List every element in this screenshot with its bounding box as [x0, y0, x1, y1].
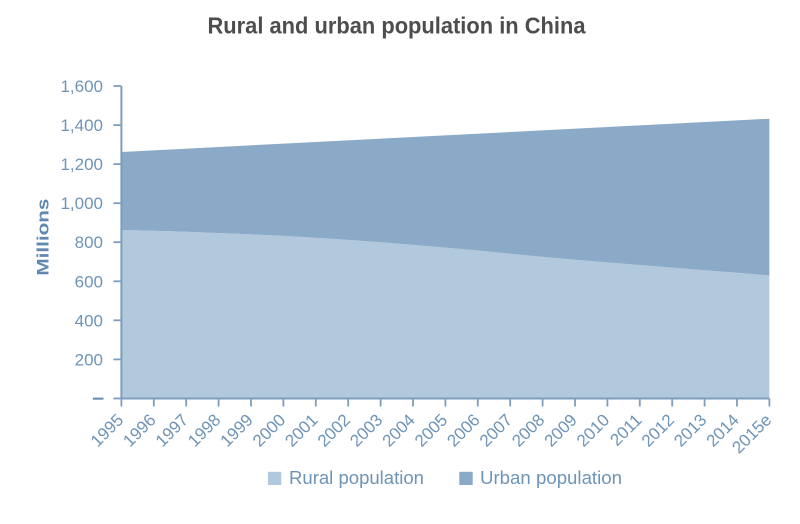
svg-text:800: 800 [75, 233, 103, 252]
svg-text:200: 200 [75, 350, 103, 369]
svg-text:1,400: 1,400 [60, 116, 103, 135]
svg-text:Rural and urban population in: Rural and urban population in China [208, 12, 586, 38]
svg-text:Rural population: Rural population [289, 468, 424, 488]
svg-text:600: 600 [75, 272, 103, 291]
svg-text:Urban population: Urban population [480, 468, 622, 488]
svg-text:1,600: 1,600 [60, 77, 103, 96]
svg-text:Millions: Millions [34, 199, 53, 276]
svg-text:400: 400 [75, 311, 103, 330]
svg-text:1,200: 1,200 [60, 155, 103, 174]
svg-text:1,000: 1,000 [60, 194, 103, 213]
